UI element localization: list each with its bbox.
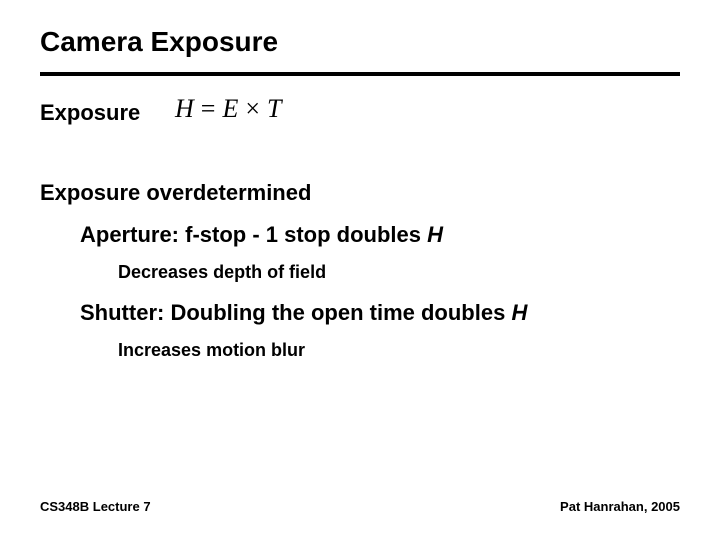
shutter-var: H [511,300,527,325]
shutter-line: Shutter: Doubling the open time doubles … [80,300,527,326]
aperture-subline: Decreases depth of field [118,262,326,283]
formula-a: E [222,94,239,123]
shutter-subline: Increases motion blur [118,340,305,361]
formula-lhs: H [175,94,195,123]
aperture-line: Aperture: f-stop - 1 stop doubles H [80,222,443,248]
shutter-text: Shutter: Doubling the open time doubles [80,300,511,325]
formula-b: T [267,94,282,123]
exposure-formula: H=E×T [175,94,282,124]
title-rule [40,72,680,76]
exposure-heading: Exposure [40,100,140,126]
times-sign: × [239,94,267,123]
slide-title: Camera Exposure [40,26,278,58]
overdetermined-heading: Exposure overdetermined [40,180,311,206]
aperture-var: H [427,222,443,247]
slide: Camera Exposure Exposure H=E×T Exposure … [0,0,720,540]
footer-left: CS348B Lecture 7 [40,499,151,514]
equals-sign: = [195,94,223,123]
aperture-text: Aperture: f-stop - 1 stop doubles [80,222,427,247]
footer-right: Pat Hanrahan, 2005 [560,499,680,514]
